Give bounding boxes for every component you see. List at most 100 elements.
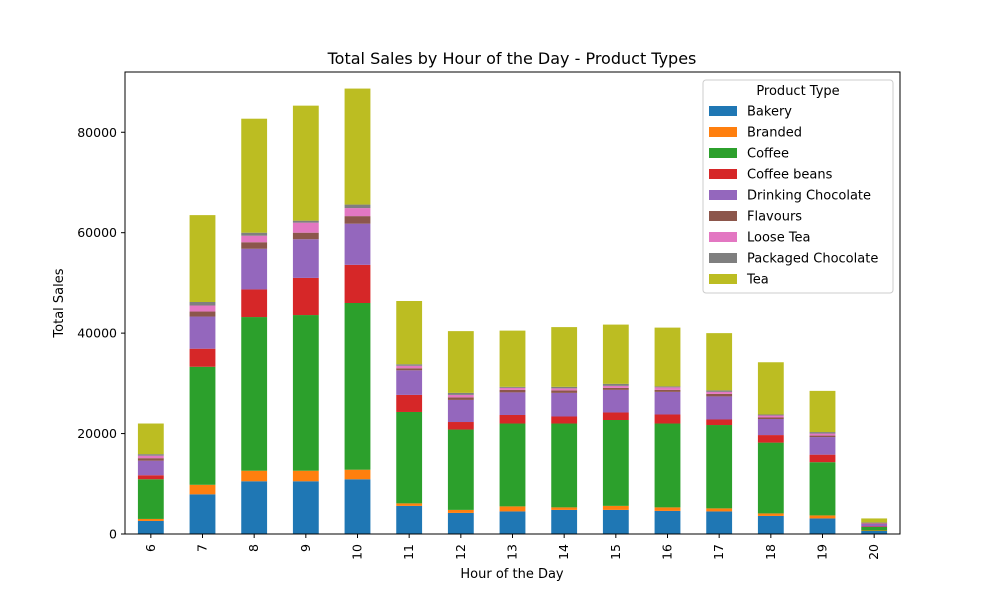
bar-12-series-2: [447, 429, 474, 510]
bar-19-series-4: [809, 437, 836, 455]
plot-frame: [124, 71, 901, 535]
bar-9-series-6: [292, 222, 319, 233]
bar-9-series-7: [292, 220, 319, 223]
bar-11-series-6: [396, 365, 423, 369]
bar-14-series-0: [551, 509, 578, 534]
bar-16-series-0: [654, 510, 681, 534]
bar-12-series-0: [447, 512, 474, 534]
legend: Product Type Bakery Branded Coffee Coffee b…: [702, 79, 894, 294]
bar-17-series-5: [706, 393, 733, 397]
bar-20-series-1: [861, 530, 888, 531]
bar-12-series-7: [447, 392, 474, 395]
bar-15-series-6: [602, 385, 629, 388]
bar-6-series-2: [137, 479, 164, 519]
bar-19-series-2: [809, 462, 836, 516]
bar-18-series-0: [757, 515, 784, 534]
bar-9-series-4: [292, 239, 319, 278]
bar-15-series-3: [602, 412, 629, 421]
legend-title: Product Type: [756, 84, 839, 99]
bar-14-series-5: [551, 390, 578, 393]
bar-7-series-0: [189, 494, 216, 534]
legend-swatch-8: [709, 274, 737, 284]
x-axis: 6 7 8 9 10 11 12 13 14 15 16 17 18 19 20: [143, 534, 881, 560]
bar-8-series-3: [241, 289, 268, 318]
bar-9-series-0: [292, 481, 319, 534]
bar-14-series-2: [551, 423, 578, 508]
bar-10-series-6: [344, 208, 371, 217]
bars-group: [137, 88, 888, 534]
bar-11-series-4: [396, 370, 423, 395]
bar-20-series-3: [861, 526, 888, 527]
legend-label-2: Coffee: [747, 147, 789, 162]
bar-9-series-1: [292, 470, 319, 482]
x-tick-label: 17: [711, 544, 726, 560]
bar-20-series-7: [861, 522, 888, 523]
bar-12-series-4: [447, 399, 474, 423]
bar-8-series-8: [241, 118, 268, 233]
bar-13-series-8: [499, 330, 526, 387]
legend-label-8: Tea: [746, 273, 769, 288]
x-tick-label: 7: [195, 544, 210, 552]
x-tick-label: 11: [401, 544, 416, 560]
bar-7-series-2: [189, 366, 216, 485]
bar-18-series-1: [757, 513, 784, 516]
x-tick-label: 16: [660, 544, 675, 560]
bar-6-series-3: [137, 475, 164, 480]
bar-11-series-2: [396, 411, 423, 504]
bar-17-series-0: [706, 511, 733, 534]
bar-6-series-6: [137, 455, 164, 459]
bar-11-series-7: [396, 364, 423, 366]
x-tick-label: 6: [143, 544, 158, 552]
bar-9-series-3: [292, 277, 319, 316]
bar-15-series-8: [602, 324, 629, 384]
bar-10-series-8: [344, 88, 371, 205]
bar-12-series-8: [447, 331, 474, 393]
bar-7-series-4: [189, 316, 216, 349]
bar-19-series-6: [809, 433, 836, 436]
legend-swatch-6: [709, 232, 737, 242]
chart-title: Total Sales by Hour of the Day - Product…: [327, 49, 697, 68]
bar-10-series-2: [344, 303, 371, 470]
bar-13-series-0: [499, 511, 526, 534]
x-tick-label: 15: [608, 544, 623, 560]
legend-label-1: Branded: [747, 126, 802, 141]
bar-13-series-5: [499, 389, 526, 393]
bar-7-series-1: [189, 484, 216, 495]
bar-9-series-5: [292, 232, 319, 240]
bar-15-series-7: [602, 383, 629, 386]
bar-8-series-1: [241, 470, 268, 482]
bar-17-series-3: [706, 419, 733, 426]
bar-15-series-2: [602, 420, 629, 506]
bar-14-series-6: [551, 388, 578, 391]
bar-17-series-8: [706, 333, 733, 391]
x-tick-label: 14: [556, 544, 571, 560]
bar-9-series-8: [292, 105, 319, 221]
x-tick-label: 19: [815, 544, 830, 560]
x-tick-label: 10: [350, 544, 365, 560]
bar-10-series-0: [344, 479, 371, 534]
legend-label-3: Coffee beans: [747, 168, 833, 183]
bar-19-series-0: [809, 518, 836, 534]
x-tick-label: 12: [453, 544, 468, 560]
bar-16-series-5: [654, 389, 681, 392]
bar-10-series-5: [344, 216, 371, 224]
bar-9-series-2: [292, 315, 319, 471]
bar-13-series-4: [499, 392, 526, 415]
x-tick-label: 9: [298, 544, 313, 552]
bar-10-series-1: [344, 469, 371, 480]
bar-7-series-8: [189, 215, 216, 302]
bar-17-series-1: [706, 508, 733, 512]
bar-17-series-2: [706, 425, 733, 509]
bar-18-series-4: [757, 419, 784, 436]
bar-20-series-8: [861, 518, 888, 523]
legend-swatch-2: [709, 148, 737, 158]
bar-15-series-0: [602, 509, 629, 534]
bar-19-series-8: [809, 390, 836, 433]
bar-6-series-7: [137, 454, 164, 456]
x-tick-label: 20: [866, 544, 881, 560]
y-axis-label: Total Sales: [52, 268, 67, 338]
bar-12-series-3: [447, 422, 474, 430]
bar-7-series-7: [189, 301, 216, 306]
bar-19-series-3: [809, 454, 836, 463]
bar-11-series-0: [396, 505, 423, 534]
